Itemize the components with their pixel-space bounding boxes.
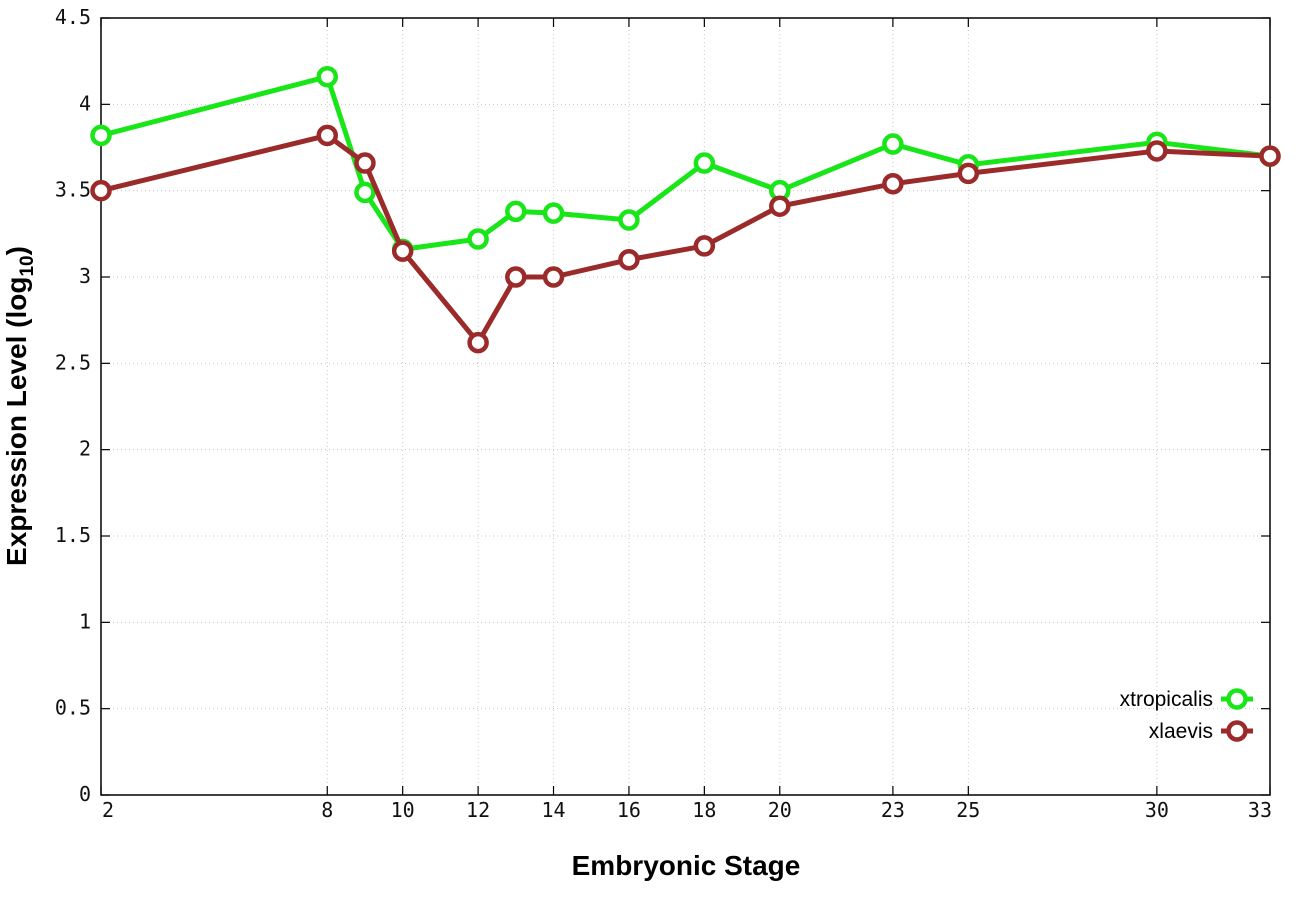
legend-item-xtropicalis: xtropicalis [1120,688,1253,711]
x-tick-label: 2 [102,798,114,822]
y-tick-label: 4.5 [55,5,91,29]
legend: xtropicalis xlaevis [1120,688,1253,743]
y-tick-label: 2 [79,437,91,461]
x-tick-label: 18 [692,798,716,822]
y-tick-label: 0 [79,782,91,806]
data-point-xlaevis [1146,140,1168,162]
x-tick-label: 8 [321,798,333,822]
data-point-xtropicalis [882,133,904,155]
data-point-xlaevis [882,173,904,195]
y-tick-label: 4 [79,91,91,115]
data-point-xlaevis [957,162,980,185]
series-line-xlaevis [98,132,1273,346]
y-axis-title-subscript: 10 [17,255,38,276]
x-tick-label: 14 [541,798,565,822]
data-point-xlaevis [90,179,112,202]
x-tick-label: 33 [1248,798,1272,822]
legend-item-xlaevis: xlaevis [1149,720,1253,743]
data-point-xlaevis [542,266,565,288]
y-axis-title-main: Expression Level (log [1,277,32,566]
data-point-xtropicalis [693,152,716,174]
x-tick-label: 23 [881,798,905,822]
data-point-xtropicalis [467,228,489,250]
x-tick-label: 16 [617,798,641,822]
data-point-xtropicalis [316,65,339,88]
data-point-xtropicalis [618,209,640,231]
legend-label: xlaevis [1149,720,1213,743]
x-axis-title: Embryonic Stage [572,850,801,881]
x-tick-label: 30 [1145,798,1169,822]
data-point-xlaevis [693,235,716,257]
x-tick-label: 12 [466,798,490,822]
plot-frame [100,17,1271,796]
series-layer [90,65,1281,354]
y-tick-label: 3.5 [55,178,91,202]
data-point-xtropicalis [542,202,565,224]
axis-ticks: 0 0.5 1 1.5 2 2.5 3 3.5 4 4.5 2 8 10 12 14 16 18 20 23 25 30… [55,5,1272,822]
y-tick-label: 3 [79,264,91,288]
data-point-xlaevis [505,266,527,288]
legend-swatch-marker [1226,688,1248,710]
data-point-xlaevis [467,331,489,354]
series-line-xtropicalis [98,74,1273,252]
y-tick-label: 2.5 [55,350,91,374]
data-point-xtropicalis [90,124,112,147]
grid [101,18,1270,795]
data-point-xlaevis [354,152,376,174]
y-tick-label: 1.5 [55,523,91,547]
data-point-xlaevis [618,248,640,271]
data-point-xtropicalis [354,181,376,204]
legend-swatch-marker [1226,720,1248,742]
series-xtropicalis [90,65,1281,261]
data-point-xlaevis [1259,145,1281,167]
x-tick-label: 20 [768,798,792,822]
x-tick-label: 25 [956,798,980,822]
data-point-xlaevis [769,195,791,217]
y-axis-title: Expression Level (log10) [1,246,38,566]
y-tick-label: 1 [79,609,91,633]
x-tick-label: 10 [391,798,415,822]
data-point-xtropicalis [505,200,527,223]
data-point-xlaevis [391,240,414,262]
legend-label: xtropicalis [1120,688,1213,711]
y-tick-label: 0.5 [55,696,91,720]
data-point-xlaevis [316,124,339,147]
series-xlaevis [90,124,1281,354]
y-axis-title-suffix: ) [1,246,32,255]
